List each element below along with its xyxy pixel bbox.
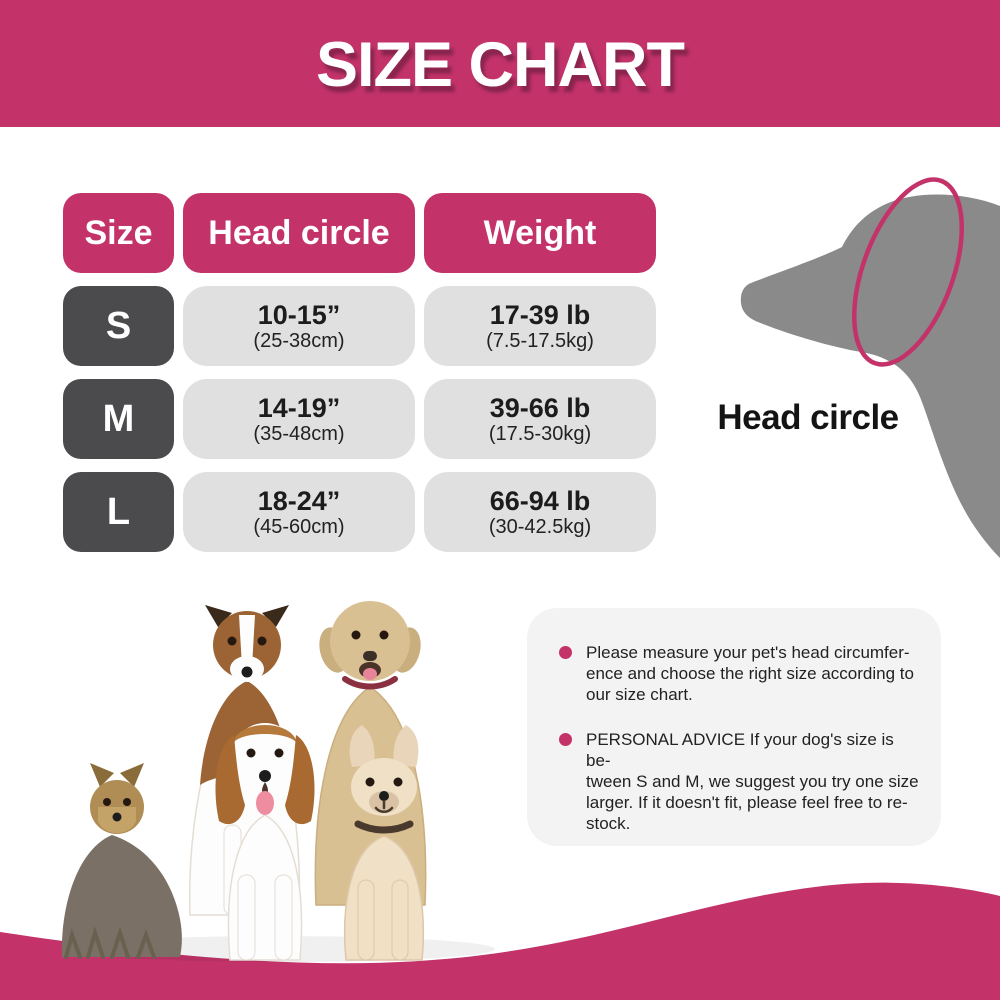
weight-value: 39-66 lb: [489, 392, 591, 423]
column-header-head-circle: Head circle: [183, 193, 415, 273]
weight-value: 17-39 lb: [489, 299, 591, 330]
head-circle-value: 14-19”: [257, 392, 341, 423]
size-chart-table: Size Head circle Weight S 10-15” (25-38c…: [63, 193, 656, 552]
bullet-dot-icon: [559, 733, 572, 746]
note-item: PERSONAL ADVICE If your dog's size is be…: [559, 729, 923, 834]
weight-metric: (7.5-17.5kg): [486, 329, 594, 352]
page-title: SIZE CHART: [316, 30, 685, 100]
column-header-size: Size: [63, 193, 174, 273]
weight-metric: (17.5-30kg): [488, 422, 592, 445]
note-text: PERSONAL ADVICE If your dog's size is be…: [586, 730, 919, 833]
weight-value: 66-94 lb: [489, 485, 591, 516]
weight-metric: (30-42.5kg): [488, 515, 592, 538]
weight-cell-l: 66-94 lb (30-42.5kg): [424, 472, 656, 552]
beagle-dog-icon: [215, 723, 315, 961]
size-badge-l: L: [63, 472, 174, 552]
head-circle-cell-l: 18-24” (45-60cm): [183, 472, 415, 552]
yorkie-dog-icon: [61, 763, 182, 959]
head-circle-value: 10-15”: [257, 299, 341, 330]
weight-cell-m: 39-66 lb (17.5-30kg): [424, 379, 656, 459]
head-circle-metric: (25-38cm): [253, 329, 345, 352]
head-circle-label: Head circle: [717, 398, 899, 437]
head-circle-value: 18-24”: [257, 485, 341, 516]
head-circle-ellipse-icon: [852, 177, 964, 367]
french-bulldog-icon: [343, 725, 425, 961]
head-circle-cell-s: 10-15” (25-38cm): [183, 286, 415, 366]
note-item: Please measure your pet's head circumfer…: [559, 642, 923, 705]
head-circle-metric: (35-48cm): [253, 422, 345, 445]
dogs-group-photo: [61, 601, 495, 962]
size-badge-s: S: [63, 286, 174, 366]
column-header-weight: Weight: [424, 193, 656, 273]
head-circle-metric: (45-60cm): [253, 515, 345, 538]
notes-card: Please measure your pet's head circumfer…: [527, 608, 941, 846]
dog-head-silhouette-icon: [740, 177, 1000, 558]
note-text: Please measure your pet's head circumfer…: [586, 643, 914, 704]
size-badge-m: M: [63, 379, 174, 459]
head-circle-cell-m: 14-19” (35-48cm): [183, 379, 415, 459]
bullet-dot-icon: [559, 646, 572, 659]
head-circle-diagram: [700, 160, 1000, 580]
header-band: SIZE CHART: [0, 0, 1000, 127]
weight-cell-s: 17-39 lb (7.5-17.5kg): [424, 286, 656, 366]
